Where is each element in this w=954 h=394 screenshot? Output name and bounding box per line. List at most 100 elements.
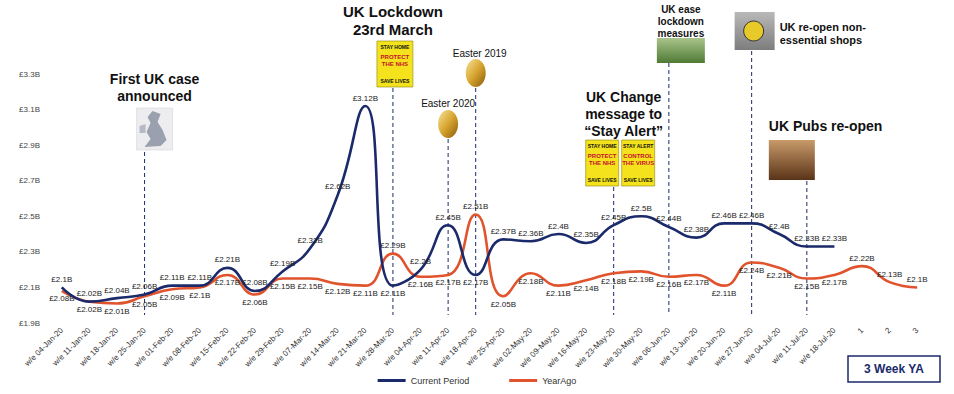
svg-text:2: 2 bbox=[883, 325, 893, 335]
svg-text:CONTROL: CONTROL bbox=[623, 153, 653, 159]
svg-text:£2.37B: £2.37B bbox=[491, 227, 516, 236]
svg-text:£2.46B: £2.46B bbox=[711, 211, 736, 220]
svg-text:£2.04B: £2.04B bbox=[104, 286, 129, 295]
svg-text:“Stay Alert”: “Stay Alert” bbox=[584, 123, 663, 139]
svg-text:£2.18B: £2.18B bbox=[601, 277, 626, 286]
svg-text:£2.19B: £2.19B bbox=[629, 275, 654, 284]
svg-text:announced: announced bbox=[117, 88, 192, 104]
svg-text:Current Period: Current Period bbox=[411, 376, 470, 386]
svg-text:£2.01B: £2.01B bbox=[104, 307, 129, 316]
svg-text:First UK case: First UK case bbox=[110, 71, 200, 87]
svg-text:THE VIRUS: THE VIRUS bbox=[622, 160, 654, 166]
svg-text:SAVE LIVES: SAVE LIVES bbox=[624, 177, 654, 183]
svg-text:measures: measures bbox=[658, 28, 705, 39]
svg-text:message to: message to bbox=[585, 106, 662, 122]
svg-text:£2.24B: £2.24B bbox=[739, 266, 764, 275]
svg-text:£2.33B: £2.33B bbox=[794, 234, 819, 243]
svg-text:£2.33B: £2.33B bbox=[822, 234, 847, 243]
svg-text:£2.11B: £2.11B bbox=[712, 289, 737, 298]
svg-text:£2.05B: £2.05B bbox=[491, 300, 516, 309]
svg-text:£2.5B: £2.5B bbox=[631, 204, 652, 213]
svg-text:PROTECT: PROTECT bbox=[381, 54, 410, 60]
svg-text:£2.32B: £2.32B bbox=[297, 236, 322, 245]
svg-text:£2.17B: £2.17B bbox=[435, 278, 460, 287]
svg-text:£2.02B: £2.02B bbox=[77, 289, 102, 298]
svg-text:£2.11B: £2.11B bbox=[160, 273, 185, 282]
svg-text:£2.15B: £2.15B bbox=[297, 282, 322, 291]
svg-text:Easter 2020: Easter 2020 bbox=[421, 98, 475, 109]
svg-text:£2.16B: £2.16B bbox=[408, 280, 433, 289]
svg-text:23rd March: 23rd March bbox=[353, 21, 433, 38]
svg-text:£2.38B: £2.38B bbox=[684, 225, 709, 234]
svg-text:1: 1 bbox=[856, 325, 866, 335]
svg-text:£3.12B: £3.12B bbox=[353, 94, 378, 103]
svg-text:£2.21B: £2.21B bbox=[215, 255, 240, 264]
svg-text:£2.1B: £2.1B bbox=[51, 275, 72, 284]
svg-text:£2.14B: £2.14B bbox=[573, 284, 598, 293]
svg-text:£2.3B: £2.3B bbox=[19, 247, 40, 256]
svg-text:£2.9B: £2.9B bbox=[19, 141, 40, 150]
svg-text:PROTECT: PROTECT bbox=[588, 153, 617, 159]
svg-text:£2.06B: £2.06B bbox=[242, 298, 267, 307]
svg-text:£2.7B: £2.7B bbox=[19, 176, 40, 185]
svg-text:£2.08B: £2.08B bbox=[242, 278, 267, 287]
svg-text:lockdown: lockdown bbox=[658, 16, 704, 27]
svg-text:£2.17B: £2.17B bbox=[215, 278, 240, 287]
svg-text:£2.45B: £2.45B bbox=[435, 213, 460, 222]
svg-text:£2.29B: £2.29B bbox=[380, 241, 405, 250]
svg-text:£2.21B: £2.21B bbox=[767, 271, 792, 280]
svg-text:£2.11B: £2.11B bbox=[353, 289, 378, 298]
svg-text:£2.09B: £2.09B bbox=[159, 293, 184, 302]
svg-text:UK ease: UK ease bbox=[661, 4, 701, 15]
svg-text:£2.05B: £2.05B bbox=[132, 300, 157, 309]
svg-text:£2.44B: £2.44B bbox=[656, 214, 681, 223]
svg-text:£2.11B: £2.11B bbox=[187, 273, 212, 282]
svg-text:£2.12B: £2.12B bbox=[325, 287, 350, 296]
svg-text:£2.16B: £2.16B bbox=[656, 280, 681, 289]
svg-text:£2.2B: £2.2B bbox=[410, 257, 431, 266]
svg-text:£2.19B: £2.19B bbox=[270, 259, 295, 268]
svg-text:UK Pubs re-open: UK Pubs re-open bbox=[769, 118, 883, 134]
svg-text:YearAgo: YearAgo bbox=[542, 376, 576, 386]
svg-text:w/e 18-Jul-20: w/e 18-Jul-20 bbox=[797, 325, 838, 366]
svg-text:£2.5B: £2.5B bbox=[19, 212, 40, 221]
svg-text:Easter 2019: Easter 2019 bbox=[453, 48, 507, 59]
svg-text:£2.4B: £2.4B bbox=[769, 222, 790, 231]
svg-text:£3.3B: £3.3B bbox=[19, 70, 40, 79]
svg-text:UK Change: UK Change bbox=[586, 89, 662, 105]
svg-text:£3.1B: £3.1B bbox=[19, 105, 40, 114]
svg-text:UK Lockdown: UK Lockdown bbox=[343, 3, 443, 20]
svg-text:STAY HOME: STAY HOME bbox=[588, 143, 617, 149]
svg-text:£2.36B: £2.36B bbox=[518, 229, 543, 238]
svg-text:SAVE LIVES: SAVE LIVES bbox=[380, 78, 410, 84]
svg-text:£2.35B: £2.35B bbox=[573, 230, 598, 239]
svg-text:3: 3 bbox=[911, 325, 921, 335]
svg-text:SAVE LIVES: SAVE LIVES bbox=[588, 177, 618, 183]
svg-text:£2.1B: £2.1B bbox=[907, 275, 928, 284]
svg-text:£2.11B: £2.11B bbox=[381, 289, 406, 298]
svg-text:UK re-open non-: UK re-open non- bbox=[780, 21, 866, 33]
svg-text:£2.11B: £2.11B bbox=[546, 289, 571, 298]
svg-text:£2.51B: £2.51B bbox=[463, 202, 488, 211]
svg-text:£2.02B: £2.02B bbox=[77, 305, 102, 314]
svg-text:£2.17B: £2.17B bbox=[463, 278, 488, 287]
svg-text:THE NHS: THE NHS bbox=[589, 160, 615, 166]
svg-text:£2.4B: £2.4B bbox=[548, 222, 569, 231]
svg-text:£2.06B: £2.06B bbox=[132, 282, 157, 291]
svg-text:£2.17B: £2.17B bbox=[684, 278, 709, 287]
svg-text:£2.46B: £2.46B bbox=[739, 211, 764, 220]
svg-text:£2.13B: £2.13B bbox=[877, 270, 902, 279]
svg-text:£2.62B: £2.62B bbox=[325, 182, 350, 191]
svg-text:£2.15B: £2.15B bbox=[794, 282, 819, 291]
svg-text:£2.1B: £2.1B bbox=[189, 291, 210, 300]
svg-text:STAY HOME: STAY HOME bbox=[381, 44, 410, 50]
svg-text:£2.15B: £2.15B bbox=[270, 282, 295, 291]
svg-text:£2.22B: £2.22B bbox=[849, 254, 874, 263]
svg-text:THE NHS: THE NHS bbox=[382, 61, 408, 67]
svg-text:£2.17B: £2.17B bbox=[822, 278, 847, 287]
svg-text:STAY ALERT: STAY ALERT bbox=[623, 143, 653, 149]
svg-text:£2.18B: £2.18B bbox=[518, 277, 543, 286]
svg-text:essential shops: essential shops bbox=[780, 34, 863, 46]
svg-text:£2.1B: £2.1B bbox=[19, 283, 40, 292]
svg-text:£2.45B: £2.45B bbox=[601, 213, 626, 222]
